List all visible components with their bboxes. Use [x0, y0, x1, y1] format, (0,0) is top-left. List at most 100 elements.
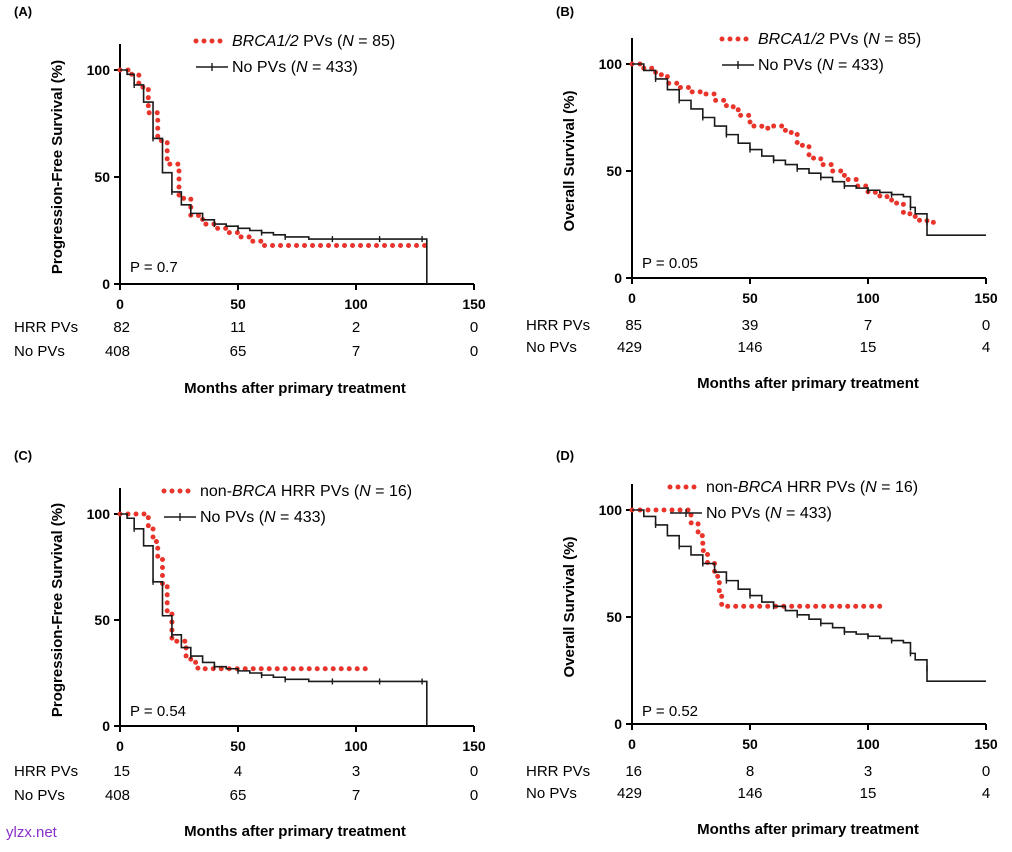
risk-table-value: 0: [470, 787, 478, 804]
legend-text-part: BRCA: [738, 479, 782, 496]
risk-table-value: 429: [617, 785, 642, 802]
legend-text-part: PVs (: [299, 33, 343, 50]
legend-entry: No PVs (N = 433): [758, 57, 884, 74]
legend-text-part: = 16): [371, 483, 412, 500]
legend-text-part: = 85): [354, 33, 395, 50]
y-tick-label: 0: [102, 718, 110, 734]
risk-table-row-label: No PVs: [14, 343, 65, 360]
y-tick-label: 100: [87, 506, 111, 522]
km-curve-reference: [120, 69, 428, 284]
y-axis-label: Overall Survival (%): [561, 91, 578, 232]
legend-text-part: = 433): [782, 505, 832, 522]
x-tick-label: 0: [628, 736, 636, 752]
y-tick-label: 50: [94, 612, 110, 628]
legend-entry: BRCA1/2 PVs (N = 85): [232, 33, 395, 50]
risk-table-value: 15: [860, 339, 877, 356]
y-axis-label: Progression-Free Survival (%): [49, 503, 66, 717]
risk-table-value: 8: [746, 763, 754, 780]
legend-text-part: BRCA1/2: [232, 33, 299, 50]
legend-text-part: No PVs (: [200, 509, 265, 526]
panel-label: (D): [556, 448, 574, 463]
risk-table-value: 3: [352, 763, 360, 780]
risk-table-value: 429: [617, 339, 642, 356]
risk-table-value: 408: [105, 787, 130, 804]
y-tick-label: 0: [102, 276, 110, 292]
legend-text-part: N: [264, 509, 276, 526]
legend-text-part: HRR PVs (: [276, 483, 359, 500]
legend-entry: non-BRCA HRR PVs (N = 16): [200, 483, 412, 500]
x-tick-label: 50: [230, 296, 246, 312]
y-tick-label: 50: [606, 163, 622, 179]
risk-table-value: 4: [982, 785, 990, 802]
legend-entry: BRCA1/2 PVs (N = 85): [758, 31, 921, 48]
y-tick-label: 100: [599, 502, 623, 518]
risk-table-value: 15: [113, 763, 130, 780]
risk-table-value: 7: [352, 343, 360, 360]
legend-text-part: non-: [706, 479, 738, 496]
watermark: ylzx.net: [6, 824, 57, 841]
risk-table-row-label: HRR PVs: [526, 763, 590, 780]
risk-table-value: 146: [737, 339, 762, 356]
legend-text-part: N: [359, 483, 371, 500]
risk-table-value: 4: [234, 763, 242, 780]
x-tick-label: 100: [856, 736, 880, 752]
risk-table-row-label: No PVs: [14, 787, 65, 804]
risk-table-value: 7: [864, 317, 872, 334]
y-axis-label: Overall Survival (%): [561, 537, 578, 678]
risk-table-value: 39: [742, 317, 759, 334]
risk-table-value: 65: [230, 787, 247, 804]
x-tick-label: 0: [116, 738, 124, 754]
risk-table-value: 408: [105, 343, 130, 360]
km-curve-pv: [629, 507, 883, 609]
risk-table-value: 3: [864, 763, 872, 780]
x-tick-label: 100: [856, 290, 880, 306]
risk-table-value: 16: [625, 763, 642, 780]
x-axis-label: Months after primary treatment: [697, 375, 919, 392]
risk-table-value: 15: [860, 785, 877, 802]
y-tick-label: 50: [606, 609, 622, 625]
legend-text-part: = 16): [877, 479, 918, 496]
legend-text-part: non-: [200, 483, 232, 500]
risk-table-value: 0: [982, 763, 990, 780]
legend-text-part: BRCA: [232, 483, 276, 500]
x-tick-label: 0: [628, 290, 636, 306]
legend-entry: No PVs (N = 433): [232, 59, 358, 76]
km-curve-reference: [632, 509, 986, 682]
y-tick-label: 0: [614, 270, 622, 286]
x-tick-label: 50: [230, 738, 246, 754]
x-axis-label: Months after primary treatment: [184, 380, 406, 397]
legend-text-part: N: [296, 59, 308, 76]
legend-text-part: No PVs (: [706, 505, 771, 522]
y-axis-label: Progression-Free Survival (%): [49, 60, 66, 274]
x-tick-label: 50: [742, 290, 758, 306]
legend-text-part: N: [822, 57, 834, 74]
legend-entry: non-BRCA HRR PVs (N = 16): [706, 479, 918, 496]
risk-table-value: 0: [982, 317, 990, 334]
risk-table-value: 0: [470, 763, 478, 780]
x-tick-label: 0: [116, 296, 124, 312]
p-value: P = 0.52: [642, 703, 698, 720]
legend-text-part: BRCA1/2: [758, 31, 825, 48]
x-tick-label: 150: [974, 736, 998, 752]
legend-text-part: No PVs (: [758, 57, 823, 74]
panel-label: (A): [14, 4, 32, 19]
legend-text-part: No PVs (: [232, 59, 297, 76]
x-axis-label: Months after primary treatment: [184, 823, 406, 840]
legend-text-part: N: [865, 479, 877, 496]
risk-table-row-label: HRR PVs: [14, 763, 78, 780]
risk-table-row-label: No PVs: [526, 339, 577, 356]
risk-table-value: 82: [113, 319, 130, 336]
y-tick-label: 0: [614, 716, 622, 732]
legend-text-part: N: [342, 33, 354, 50]
risk-table-value: 2: [352, 319, 360, 336]
legend-entry: No PVs (N = 433): [200, 509, 326, 526]
p-value: P = 0.54: [130, 703, 186, 720]
x-tick-label: 100: [344, 738, 368, 754]
risk-table-value: 65: [230, 343, 247, 360]
risk-table-value: 7: [352, 787, 360, 804]
legend-text-part: = 433): [308, 59, 358, 76]
p-value: P = 0.05: [642, 255, 698, 272]
